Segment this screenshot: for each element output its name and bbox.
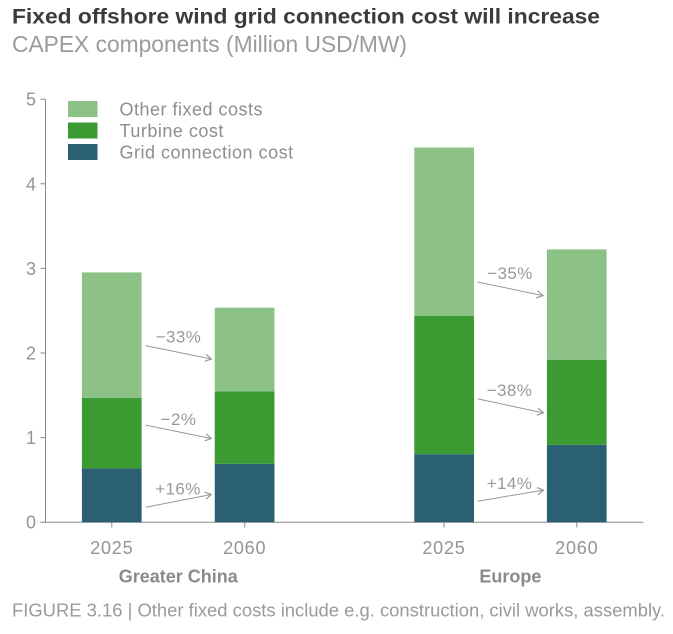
svg-text:+14%: +14% [487, 474, 533, 493]
svg-text:Europe: Europe [479, 567, 541, 587]
svg-text:0: 0 [26, 513, 36, 533]
svg-text:−33%: −33% [156, 327, 202, 346]
svg-text:−2%: −2% [161, 410, 197, 429]
svg-text:1: 1 [26, 428, 36, 448]
svg-text:5: 5 [26, 90, 36, 110]
svg-text:+16%: +16% [155, 480, 201, 499]
svg-text:2060: 2060 [223, 538, 266, 558]
svg-text:3: 3 [26, 259, 36, 279]
svg-text:CAPEX components (Million USD/: CAPEX components (Million USD/MW) [12, 31, 407, 57]
svg-text:Greater China: Greater China [119, 567, 239, 587]
svg-text:Turbine cost: Turbine cost [120, 121, 224, 141]
svg-text:4: 4 [26, 174, 36, 194]
svg-text:−38%: −38% [487, 381, 533, 400]
svg-text:2025: 2025 [90, 538, 133, 558]
svg-text:2060: 2060 [555, 538, 598, 558]
svg-text:2025: 2025 [422, 538, 465, 558]
svg-text:Fixed offshore wind grid conne: Fixed offshore wind grid connection cost… [12, 5, 600, 29]
svg-text:2: 2 [26, 344, 36, 364]
svg-text:Grid connection cost: Grid connection cost [120, 142, 294, 162]
svg-text:−35%: −35% [487, 264, 533, 283]
svg-text:FIGURE 3.16 | Other fixed cost: FIGURE 3.16 | Other fixed costs include … [12, 601, 665, 621]
svg-text:Other fixed costs: Other fixed costs [120, 99, 264, 119]
